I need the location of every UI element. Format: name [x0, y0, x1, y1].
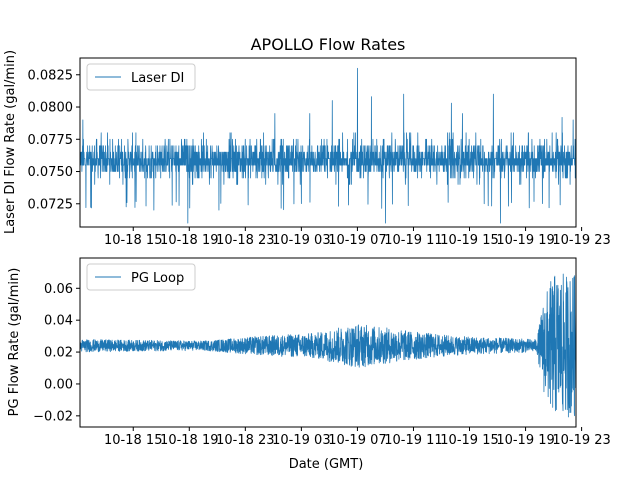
pg-loop-x-axis-label: Date (GMT) [289, 457, 364, 472]
pg-loop-x-tick-label: 10-19 19 [496, 433, 554, 448]
pg-loop-plot-area [80, 273, 576, 418]
pg-loop-x-tick-label: 10-19 15 [440, 433, 498, 448]
laser-di-x-tick-label: 10-19 23 [552, 233, 610, 248]
pg-loop-legend-box [86, 263, 196, 291]
laser-di-plot-area [80, 67, 576, 224]
laser-di-axes-frame [79, 57, 577, 228]
laser-di-legend-box [86, 63, 196, 91]
laser-di-y-tick-label: 0.0800 [28, 101, 74, 116]
pg-loop-x-tick-label: 10-19 07 [328, 433, 386, 448]
laser-di-series-line [80, 67, 576, 224]
pg-loop-x-tick-label: 10-19 11 [384, 433, 442, 448]
chart-title: APOLLO Flow Rates [251, 35, 406, 54]
laser-di-x-tick-label: 10-18 19 [160, 233, 218, 248]
laser-di-y-tick-label: 0.0725 [28, 197, 74, 212]
pg-loop-x-tick-label: 10-18 19 [160, 433, 218, 448]
pg-loop-y-tick-label: 0.02 [44, 346, 73, 361]
laser-di-x-tick-label: 10-18 23 [216, 233, 274, 248]
pg-loop-y-tick-label: −0.02 [33, 409, 73, 424]
laser-di-x-tick-label: 10-19 15 [440, 233, 498, 248]
pg-loop-y-axis-label: PG Flow Rate (gal/min) [7, 268, 22, 417]
pg-loop-axes-frame [79, 257, 577, 428]
laser-di-legend: Laser DI [86, 63, 196, 91]
pg-loop-x-tick-label: 10-19 23 [552, 433, 610, 448]
laser-di-x-tick-label: 10-19 19 [496, 233, 554, 248]
pg-loop-x-tick-label: 10-18 23 [216, 433, 274, 448]
pg-loop-x-tick-label: 10-18 15 [104, 433, 162, 448]
pg-loop-series-line [80, 273, 576, 418]
laser-di-x-tick-label: 10-19 11 [384, 233, 442, 248]
pg-loop-legend: PG Loop [86, 263, 196, 291]
laser-di-x-tick-label: 10-19 03 [272, 233, 330, 248]
pg-loop-y-tick-label: 0.04 [44, 314, 73, 329]
laser-di-y-axis-label: Laser DI Flow Rate (gal/min) [3, 50, 18, 234]
pg-loop-y-tick-label: 0.06 [44, 282, 73, 297]
pg-loop-y-tick-label: 0.00 [44, 377, 73, 392]
laser-di-y-tick-label: 0.0825 [28, 68, 74, 83]
laser-di-y-tick-label: 0.0750 [28, 165, 74, 180]
pg-loop-legend-label: PG Loop [131, 271, 184, 286]
laser-di-y-tick-label: 0.0775 [28, 133, 74, 148]
pg-loop-x-tick-label: 10-19 03 [272, 433, 330, 448]
laser-di-x-tick-label: 10-18 15 [104, 233, 162, 248]
laser-di-x-tick-label: 10-19 07 [328, 233, 386, 248]
laser-di-legend-label: Laser DI [131, 71, 184, 86]
